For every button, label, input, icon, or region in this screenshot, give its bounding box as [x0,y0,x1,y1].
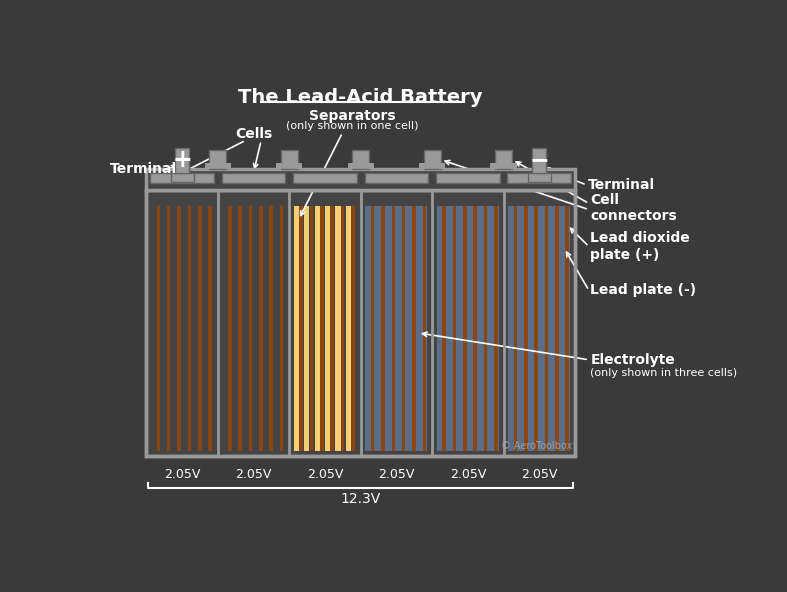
Text: +: + [172,149,192,172]
Bar [222,173,286,184]
Bar [209,150,227,169]
Bar [259,206,263,452]
Bar [167,206,171,452]
Bar [381,206,385,452]
Bar [310,206,313,452]
Bar [463,206,467,452]
Bar [228,206,231,452]
Text: The Lead-Acid Battery: The Lead-Acid Battery [238,88,482,107]
Bar [238,206,242,452]
Text: −: − [530,149,549,172]
Bar [335,206,341,452]
Text: Cells: Cells [235,127,272,141]
Bar [565,206,569,452]
Bar [157,206,160,452]
Bar [171,173,194,182]
Bar [555,206,559,452]
Bar [187,206,191,452]
Bar [305,206,309,452]
Bar [353,150,369,169]
Bar [320,206,323,452]
Bar [495,150,512,169]
Bar [176,148,189,173]
Bar [325,206,331,452]
Bar [294,173,357,184]
Bar [146,169,575,191]
Bar [146,191,575,456]
Bar [341,206,345,452]
Bar [249,206,253,452]
Bar [209,206,212,452]
Bar [269,206,273,452]
Bar [365,206,427,452]
Text: Terminal: Terminal [110,162,177,176]
Bar [177,206,181,452]
Text: 2.05V: 2.05V [379,468,415,481]
Text: 2.05V: 2.05V [235,468,272,481]
Bar [442,206,446,452]
Bar [294,206,299,452]
Bar [453,206,456,452]
Text: (only shown in one cell): (only shown in one cell) [286,121,419,131]
Text: Electrolyte: Electrolyte [590,353,675,367]
Text: Terminal: Terminal [588,178,656,192]
Bar [146,191,575,456]
Bar [348,163,353,169]
Bar [437,206,499,452]
Bar [371,206,375,452]
Bar [511,163,517,169]
Bar [151,206,213,452]
Text: 2.05V: 2.05V [449,468,486,481]
Bar [198,206,201,452]
Bar [484,206,487,452]
Bar [296,163,302,169]
Text: 2.05V: 2.05V [307,468,343,481]
Bar [419,163,425,169]
Bar [279,206,283,452]
Bar [508,173,571,184]
Text: Cell
connectors: Cell connectors [590,193,678,223]
Bar [423,206,427,452]
Bar [524,206,527,452]
Text: Lead dioxide
plate (+): Lead dioxide plate (+) [590,231,690,262]
Bar [532,148,546,173]
Bar [402,206,405,452]
Bar [276,163,283,169]
Bar [364,173,428,184]
Bar [331,206,334,452]
Text: 2.05V: 2.05V [521,468,557,481]
Bar [545,206,549,452]
Bar [412,206,416,452]
Bar [368,163,374,169]
Bar [223,206,285,452]
Text: © AeroToolbox: © AeroToolbox [501,442,572,452]
Bar [508,206,571,452]
Bar [490,163,497,169]
Bar [351,206,355,452]
Text: (only shown in three cells): (only shown in three cells) [590,368,737,378]
Bar [436,173,500,184]
Bar [423,150,441,169]
Bar [391,206,395,452]
Bar [439,163,445,169]
Bar [225,163,231,169]
Bar [294,206,356,452]
Text: 12.3V: 12.3V [341,492,381,506]
Bar [150,173,214,184]
Bar [281,150,297,169]
Bar [315,206,320,452]
Text: Separators: Separators [309,109,396,123]
Bar [299,206,303,452]
Bar [527,173,551,182]
Bar [205,163,211,169]
Bar [514,206,517,452]
Text: Lead plate (-): Lead plate (-) [590,284,696,298]
Bar [345,206,351,452]
Bar [494,206,497,452]
Bar [473,206,477,452]
Bar [534,206,538,452]
Text: 2.05V: 2.05V [164,468,201,481]
